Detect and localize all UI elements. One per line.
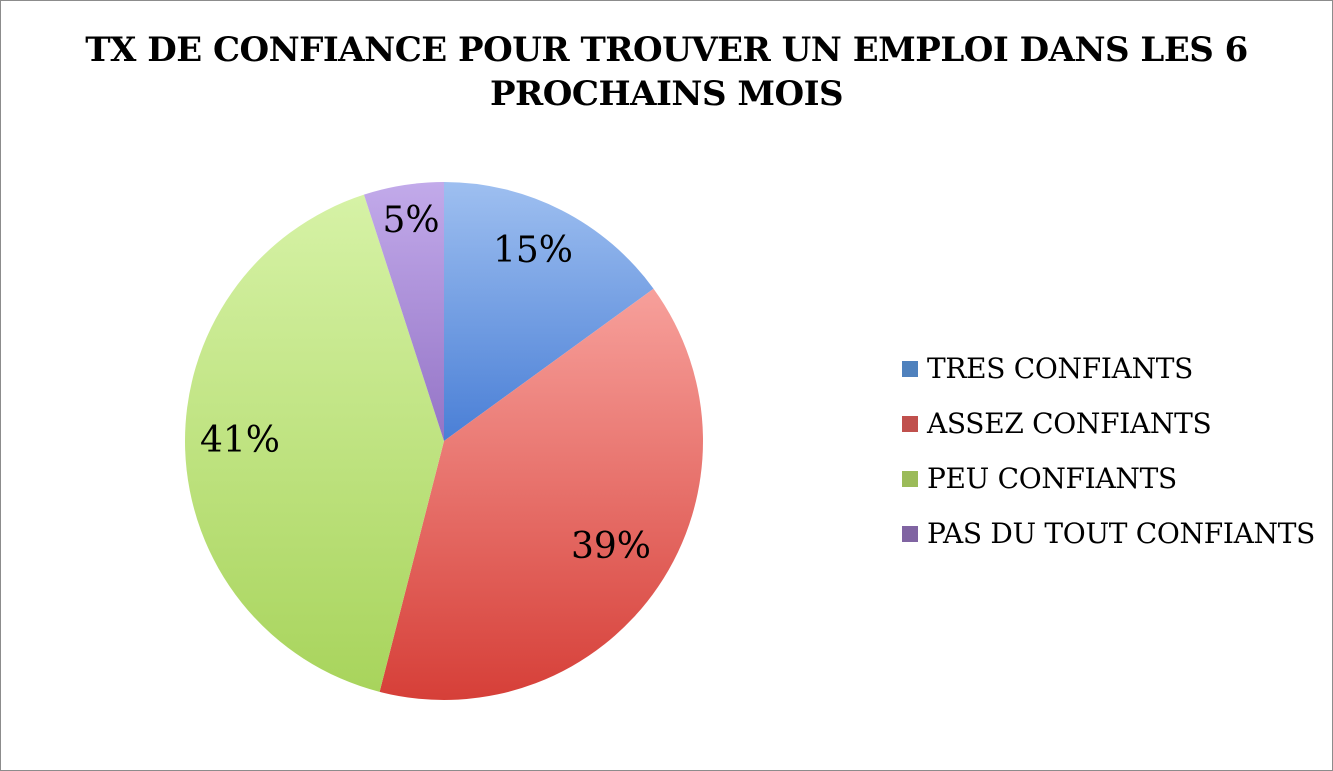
pie-slice-peu-confiants (184, 194, 445, 692)
slice-data-label: 41% (200, 420, 280, 461)
legend-label: PAS DU TOUT CONFIANTS (927, 517, 1315, 550)
slice-data-label: 5% (382, 200, 439, 241)
legend-swatch (902, 525, 918, 542)
chart-title-line-2: PROCHAINS MOIS (489, 74, 844, 114)
chart-title-line-1: TX DE CONFIANCE POUR TROUVER UN EMPLOI D… (85, 30, 1248, 70)
legend-swatch (902, 470, 918, 487)
pie-slice-pas-du-tout-confiants (363, 182, 444, 441)
legend-item-peu-confiants: PEU CONFIANTS (902, 451, 1315, 506)
legend-item-assez-confiants: ASSEZ CONFIANTS (902, 396, 1315, 451)
pie-slice-tres-confiants (444, 182, 654, 441)
legend-swatch (902, 415, 918, 432)
slice-data-label: 39% (571, 526, 651, 567)
legend-swatch (902, 360, 918, 377)
legend-label: PEU CONFIANTS (927, 462, 1177, 495)
legend-label: ASSEZ CONFIANTS (927, 407, 1212, 440)
pie-slice-assez-confiants (379, 288, 704, 700)
chart-title: TX DE CONFIANCE POUR TROUVER UN EMPLOI D… (0, 28, 1333, 116)
legend-item-tres-confiants: TRES CONFIANTS (902, 341, 1315, 396)
legend-label: TRES CONFIANTS (927, 352, 1194, 385)
slice-data-label: 15% (493, 230, 573, 271)
legend: TRES CONFIANTS ASSEZ CONFIANTS PEU CONFI… (902, 341, 1315, 561)
legend-item-pas-du-tout-confiants: PAS DU TOUT CONFIANTS (902, 506, 1315, 561)
